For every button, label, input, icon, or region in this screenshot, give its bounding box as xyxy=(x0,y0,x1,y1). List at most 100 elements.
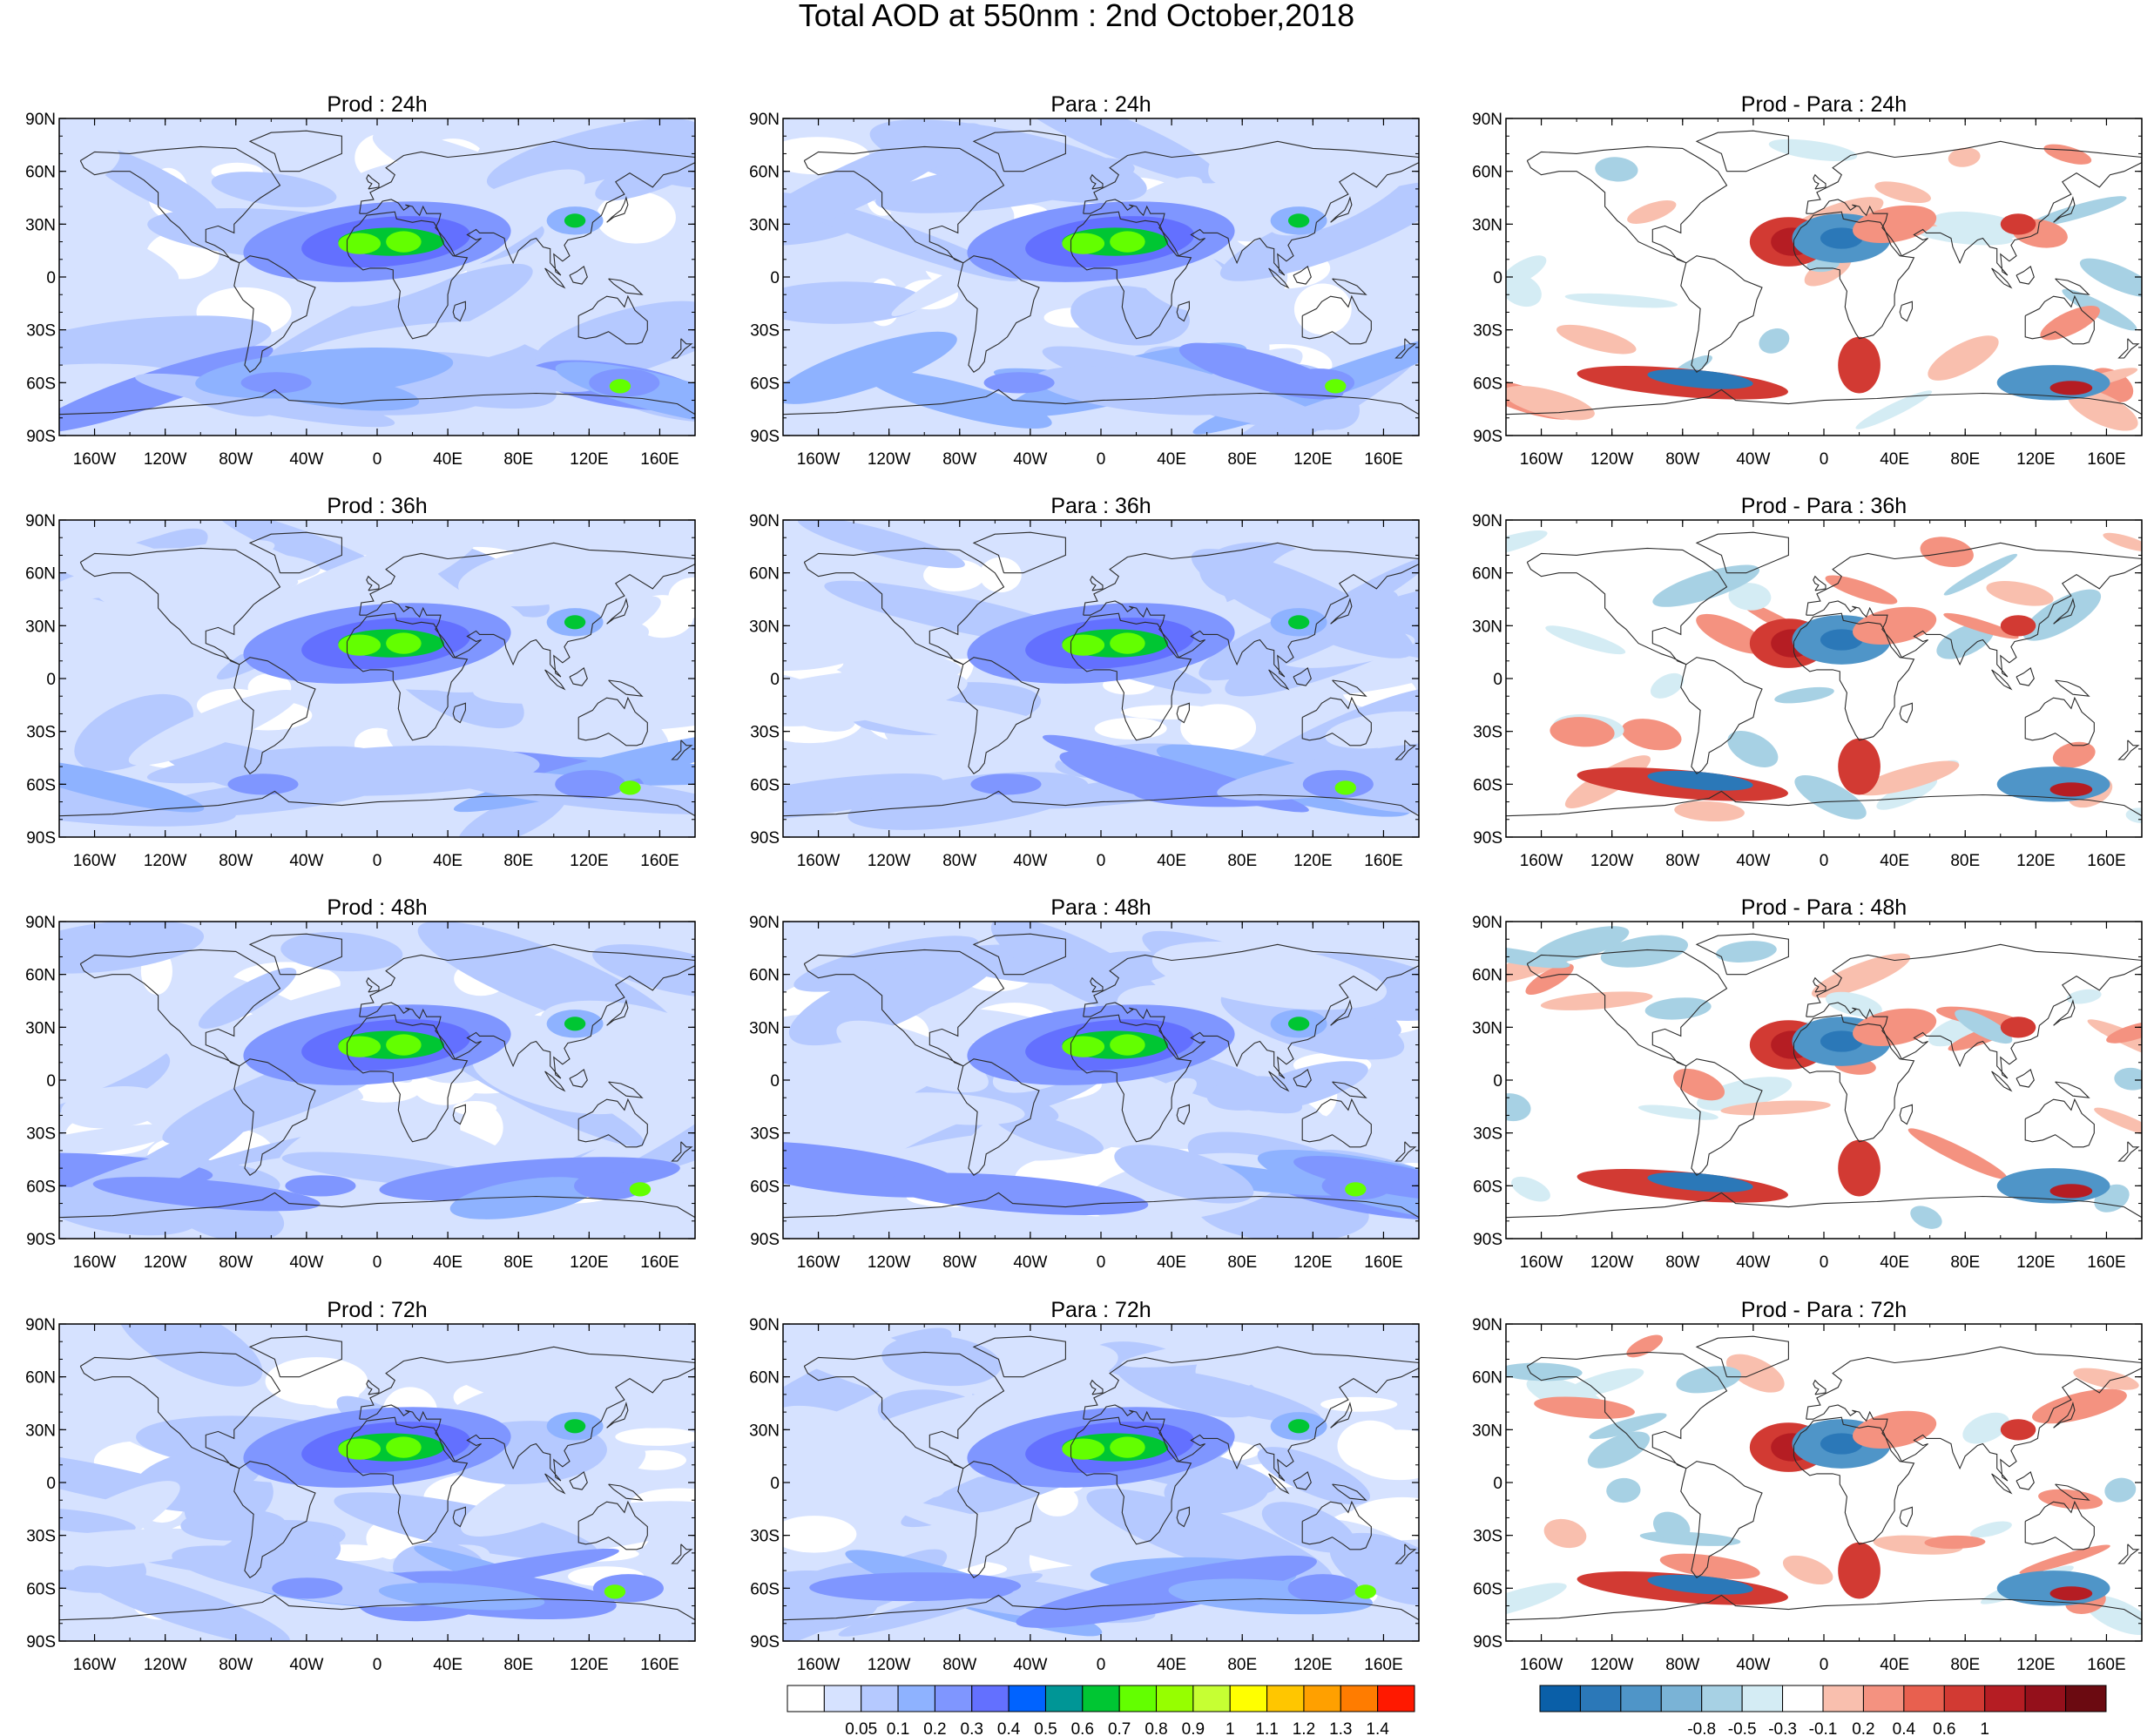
diff-feature xyxy=(1916,226,2014,246)
coastline xyxy=(1330,1402,1353,1429)
aod-feature xyxy=(854,948,1001,1020)
coastline xyxy=(1176,301,1190,322)
aod-feature xyxy=(783,1411,945,1499)
lon-tick-label: 40W xyxy=(289,450,323,469)
colorbar-box xyxy=(1192,1685,1231,1712)
lat-tick-label: 30S xyxy=(1473,1125,1502,1144)
diff-feature xyxy=(1768,138,1858,161)
lat-tick-label: 60N xyxy=(749,164,780,182)
map-panel: Para : 36h 90N 60N 30N 0 30S 60S 90S 160W 120W 80W… xyxy=(749,494,1420,870)
lon-tick-label: 160W xyxy=(73,1253,117,1272)
aod-feature xyxy=(59,345,273,433)
lat-tick-label: 90N xyxy=(25,914,56,932)
aod-feature xyxy=(1208,118,1304,186)
lat-tick-label: 60N xyxy=(1472,967,1502,985)
lon-tick-label: 120W xyxy=(868,1656,911,1674)
colorbar-box xyxy=(1701,1685,1743,1712)
colorbar-label: 0.05 xyxy=(845,1720,877,1736)
lat-tick-label: 0 xyxy=(46,671,56,689)
diff-feature xyxy=(1653,1511,1691,1542)
aod-feature xyxy=(1070,286,1190,346)
map-panel: Prod - Para : 36h 90N 60N 30N 0 30S 60S 90S 160W… xyxy=(1472,494,2143,870)
aod-feature xyxy=(118,1324,263,1387)
colorbar-box xyxy=(823,1685,862,1712)
lon-tick-label: 80E xyxy=(1227,1656,1257,1674)
colorbar-label: 1.4 xyxy=(1366,1720,1389,1736)
lon-tick-label: 40W xyxy=(1736,1656,1770,1674)
diff-feature xyxy=(2103,532,2142,552)
aod-feature xyxy=(1325,379,1347,394)
map-field xyxy=(1506,520,2142,837)
diff-feature xyxy=(2000,213,2036,235)
aod-feature xyxy=(338,1438,382,1460)
lat-tick-label: 30S xyxy=(1473,724,1502,742)
lat-tick-label: 90N xyxy=(749,111,780,129)
coastline xyxy=(1506,790,2142,817)
coastline xyxy=(2016,266,2035,285)
colorbar-box xyxy=(1377,1685,1415,1712)
map-panel-grid: Prod : 24h 90N 60N 30N 0 30S 60S 90S 160W 120W 80W… xyxy=(25,92,2143,1674)
aod-feature xyxy=(59,589,159,649)
lon-tick-label: 160E xyxy=(1364,852,1402,870)
aod-feature xyxy=(386,231,422,253)
diff-feature xyxy=(1674,800,1745,822)
aod-feature xyxy=(198,968,297,1029)
aod-low-patch xyxy=(1036,1486,1078,1516)
lat-tick-label: 0 xyxy=(1493,1072,1502,1091)
colorbar-label: 0.4 xyxy=(997,1720,1021,1736)
coastline xyxy=(2024,1098,2095,1148)
lon-tick-label: 120E xyxy=(1293,1253,1332,1272)
lon-tick-label: 160E xyxy=(640,1253,679,1272)
coastline xyxy=(1899,301,1913,322)
lat-tick-label: 30S xyxy=(26,724,56,742)
coastline xyxy=(248,531,342,574)
aod-feature xyxy=(1071,950,1178,986)
diff-feature xyxy=(1676,1366,1741,1394)
map-panel: Prod - Para : 72h 90N 60N 30N 0 30S 60S 90S 160W… xyxy=(1472,1298,2143,1674)
aod-feature xyxy=(59,922,205,974)
coastline xyxy=(1268,1473,1290,1495)
diff-feature xyxy=(2049,381,2093,395)
coastline xyxy=(1176,702,1190,724)
lon-tick-label: 40W xyxy=(289,1253,323,1272)
aod-feature xyxy=(1062,1438,1105,1460)
coastline xyxy=(577,294,648,345)
map-field xyxy=(59,922,695,1239)
diff-feature xyxy=(1652,564,1760,607)
colorbar-label: 0.5 xyxy=(1034,1720,1057,1736)
aod-feature xyxy=(882,1172,1149,1215)
colorbar-box xyxy=(1539,1685,1581,1712)
aod-feature xyxy=(59,1528,233,1571)
coastline xyxy=(452,301,466,322)
diff-feature xyxy=(1948,147,1981,167)
aod-feature xyxy=(1110,632,1145,654)
diff-feature xyxy=(1659,1553,1760,1579)
aod-feature xyxy=(1110,1034,1145,1056)
aod-low-patch xyxy=(1348,1429,1419,1481)
coastline xyxy=(1332,1483,1367,1501)
aod-feature xyxy=(836,1020,989,1093)
aod-feature xyxy=(1062,233,1105,254)
coastline xyxy=(2053,1402,2076,1429)
aod-feature xyxy=(1334,780,1356,795)
aod-feature xyxy=(61,1086,167,1129)
coastline xyxy=(1899,702,1913,724)
lon-tick-label: 120E xyxy=(1293,450,1332,469)
map-panel: Prod : 48h 90N 60N 30N 0 30S 60S 90S 160W 120W 80W… xyxy=(25,895,696,1272)
coastline xyxy=(59,1192,695,1219)
aod-feature xyxy=(411,351,594,393)
colorbar-box xyxy=(1044,1685,1084,1712)
lat-tick-label: 60N xyxy=(25,565,56,584)
aod-feature xyxy=(595,128,695,201)
aod-feature xyxy=(510,658,670,757)
map-panel: Prod : 72h 90N 60N 30N 0 30S 60S 90S 160W 120W 80W… xyxy=(25,1298,696,1674)
map-field xyxy=(59,118,695,436)
diff-feature xyxy=(1986,580,2054,606)
colorbar-label: 1.2 xyxy=(1293,1720,1315,1736)
diff-feature xyxy=(1782,1555,1833,1585)
aod-feature xyxy=(59,1017,190,1123)
lat-tick-label: 0 xyxy=(770,671,780,689)
lon-tick-label: 120E xyxy=(2016,450,2055,469)
coastline xyxy=(366,976,380,993)
lon-tick-label: 160E xyxy=(2087,1656,2125,1674)
